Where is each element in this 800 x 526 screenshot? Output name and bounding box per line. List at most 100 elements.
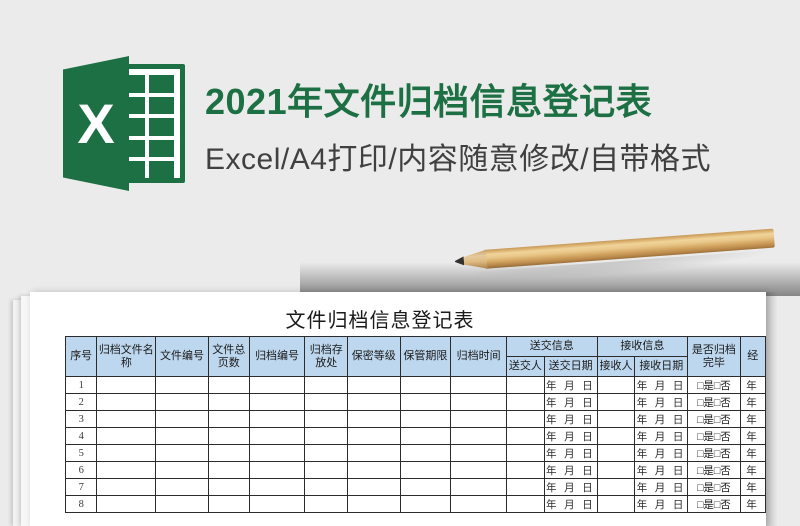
- cell-retention-period[interactable]: [399, 427, 452, 445]
- cell-receiver[interactable]: [596, 376, 636, 394]
- cell-submit-date[interactable]: 年 月 日: [543, 376, 598, 394]
- cell-archive-complete[interactable]: □是□否: [687, 427, 741, 445]
- cell-archive-time[interactable]: [450, 427, 507, 445]
- cell-archive-complete[interactable]: □是□否: [687, 376, 741, 394]
- cell-total-pages[interactable]: [207, 444, 250, 462]
- cell-secrecy-level[interactable]: [347, 393, 401, 411]
- cell-retention-period[interactable]: [399, 495, 452, 513]
- cell-file-name[interactable]: [96, 393, 157, 411]
- cell-partial-cutoff[interactable]: 年: [739, 478, 766, 496]
- cell-total-pages[interactable]: [207, 376, 250, 394]
- cell-submit-date[interactable]: 年 月 日: [543, 427, 598, 445]
- cell-receive-date[interactable]: 年 月 日: [634, 410, 689, 428]
- cell-file-number[interactable]: [155, 376, 209, 394]
- cell-partial-cutoff[interactable]: 年: [739, 427, 766, 445]
- cell-archive-complete[interactable]: □是□否: [687, 444, 741, 462]
- cell-file-name[interactable]: [96, 478, 157, 496]
- cell-index[interactable]: 6: [64, 461, 98, 479]
- cell-archive-time[interactable]: [450, 478, 507, 496]
- cell-secrecy-level[interactable]: [347, 444, 401, 462]
- cell-total-pages[interactable]: [207, 410, 250, 428]
- cell-retention-period[interactable]: [399, 461, 452, 479]
- cell-archive-time[interactable]: [450, 444, 507, 462]
- cell-submitter[interactable]: [505, 478, 545, 496]
- cell-storage-location[interactable]: [304, 495, 349, 513]
- cell-file-number[interactable]: [155, 393, 209, 411]
- cell-partial-cutoff[interactable]: 年: [739, 393, 766, 411]
- cell-submit-date[interactable]: 年 月 日: [543, 461, 598, 479]
- cell-secrecy-level[interactable]: [347, 427, 401, 445]
- cell-storage-location[interactable]: [304, 461, 349, 479]
- cell-file-name[interactable]: [96, 461, 157, 479]
- cell-total-pages[interactable]: [207, 461, 250, 479]
- cell-receiver[interactable]: [596, 461, 636, 479]
- cell-partial-cutoff[interactable]: 年: [739, 410, 766, 428]
- cell-index[interactable]: 7: [64, 478, 98, 496]
- cell-archive-time[interactable]: [450, 393, 507, 411]
- cell-receiver[interactable]: [596, 393, 636, 411]
- cell-archive-complete[interactable]: □是□否: [687, 461, 741, 479]
- cell-file-number[interactable]: [155, 444, 209, 462]
- cell-file-number[interactable]: [155, 495, 209, 513]
- cell-file-number[interactable]: [155, 461, 209, 479]
- cell-submit-date[interactable]: 年 月 日: [543, 478, 598, 496]
- cell-total-pages[interactable]: [207, 478, 250, 496]
- cell-file-name[interactable]: [96, 376, 157, 394]
- cell-archive-number[interactable]: [248, 444, 306, 462]
- cell-secrecy-level[interactable]: [347, 478, 401, 496]
- cell-archive-number[interactable]: [248, 495, 306, 513]
- cell-receive-date[interactable]: 年 月 日: [634, 393, 689, 411]
- cell-archive-number[interactable]: [248, 461, 306, 479]
- cell-archive-complete[interactable]: □是□否: [687, 478, 741, 496]
- cell-retention-period[interactable]: [399, 444, 452, 462]
- cell-partial-cutoff[interactable]: 年: [739, 444, 766, 462]
- cell-submitter[interactable]: [505, 495, 545, 513]
- cell-retention-period[interactable]: [399, 393, 452, 411]
- cell-total-pages[interactable]: [207, 393, 250, 411]
- cell-storage-location[interactable]: [304, 444, 349, 462]
- cell-archive-time[interactable]: [450, 495, 507, 513]
- cell-archive-number[interactable]: [248, 393, 306, 411]
- cell-archive-number[interactable]: [248, 478, 306, 496]
- cell-archive-number[interactable]: [248, 376, 306, 394]
- cell-index[interactable]: 3: [64, 410, 98, 428]
- cell-storage-location[interactable]: [304, 393, 349, 411]
- cell-archive-number[interactable]: [248, 427, 306, 445]
- cell-submit-date[interactable]: 年 月 日: [543, 393, 598, 411]
- cell-secrecy-level[interactable]: [347, 461, 401, 479]
- cell-archive-complete[interactable]: □是□否: [687, 495, 741, 513]
- cell-receive-date[interactable]: 年 月 日: [634, 478, 689, 496]
- cell-submitter[interactable]: [505, 376, 545, 394]
- cell-archive-time[interactable]: [450, 376, 507, 394]
- cell-receiver[interactable]: [596, 444, 636, 462]
- cell-secrecy-level[interactable]: [347, 495, 401, 513]
- cell-receive-date[interactable]: 年 月 日: [634, 461, 689, 479]
- cell-file-name[interactable]: [96, 410, 157, 428]
- cell-submitter[interactable]: [505, 427, 545, 445]
- cell-secrecy-level[interactable]: [347, 376, 401, 394]
- cell-receive-date[interactable]: 年 月 日: [634, 376, 689, 394]
- cell-archive-time[interactable]: [450, 410, 507, 428]
- cell-archive-time[interactable]: [450, 461, 507, 479]
- cell-total-pages[interactable]: [207, 495, 250, 513]
- cell-index[interactable]: 1: [64, 376, 98, 394]
- cell-submit-date[interactable]: 年 月 日: [543, 444, 598, 462]
- cell-partial-cutoff[interactable]: 年: [739, 376, 766, 394]
- cell-submitter[interactable]: [505, 461, 545, 479]
- cell-total-pages[interactable]: [207, 427, 250, 445]
- cell-partial-cutoff[interactable]: 年: [739, 495, 766, 513]
- cell-retention-period[interactable]: [399, 410, 452, 428]
- cell-archive-number[interactable]: [248, 410, 306, 428]
- cell-partial-cutoff[interactable]: 年: [739, 461, 766, 479]
- cell-receiver[interactable]: [596, 478, 636, 496]
- cell-storage-location[interactable]: [304, 478, 349, 496]
- cell-submit-date[interactable]: 年 月 日: [543, 410, 598, 428]
- cell-file-name[interactable]: [96, 444, 157, 462]
- cell-submitter[interactable]: [505, 393, 545, 411]
- cell-receiver[interactable]: [596, 427, 636, 445]
